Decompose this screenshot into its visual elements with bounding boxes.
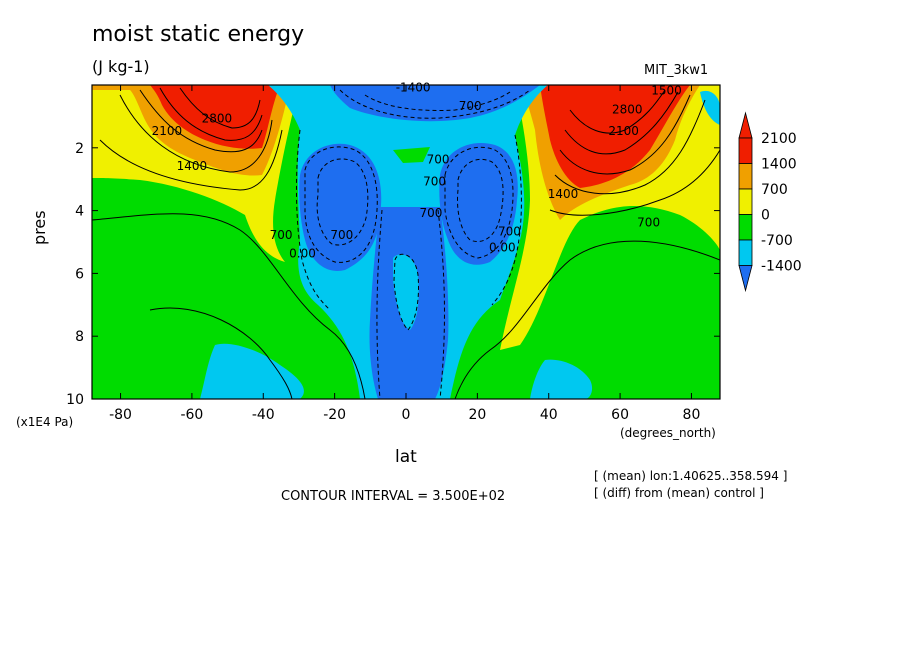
colorbar-box	[738, 214, 753, 241]
colorbar-label: 2100	[761, 131, 797, 147]
contour-line	[564, 91, 679, 155]
dashed-contour	[444, 146, 514, 259]
colorbar-label: -700	[761, 233, 793, 249]
fill-lightblue-spot-topright	[700, 90, 720, 125]
dashed-contour	[393, 253, 419, 331]
contour-line	[119, 94, 273, 173]
contour-label: 2800	[612, 102, 643, 116]
contour-label: 1400	[548, 187, 579, 201]
fill-red-right	[540, 85, 690, 188]
contour-line	[454, 240, 720, 399]
colorbar-box	[738, 137, 753, 164]
x-tick-label: -80	[109, 407, 132, 423]
x-tick-label: 60	[611, 407, 629, 423]
contour-interval: CONTOUR INTERVAL = 3.500E+02	[281, 489, 506, 504]
chart-title: moist static energy	[92, 22, 305, 47]
dashed-contour	[376, 209, 383, 399]
contour-label: 700	[330, 228, 353, 242]
dashed-contour	[295, 129, 331, 311]
contour-label: 700	[420, 206, 443, 220]
dashed-contour	[364, 91, 511, 111]
contour-line	[179, 87, 261, 129]
contour-line	[149, 307, 293, 399]
fill-blue-left-cell	[299, 143, 382, 271]
colorbar-label: 700	[761, 182, 788, 198]
diff-note: [ (diff) from (mean) control ]	[594, 486, 764, 500]
dataset-label: MIT_3kw1	[644, 63, 709, 78]
contour-line	[159, 87, 263, 141]
colorbar-box	[738, 163, 753, 190]
x-axis-units: (degrees_north)	[620, 426, 716, 440]
x-tick-label: -60	[180, 407, 203, 423]
contour-lines	[92, 87, 720, 399]
dashed-contour	[437, 209, 445, 399]
mean-note: [ (mean) lon:1.40625..358.594 ]	[594, 469, 788, 483]
dashed-contour-lines	[295, 89, 531, 399]
x-tick-label: 40	[540, 407, 558, 423]
x-tick-label: -20	[323, 407, 346, 423]
chart-units: (J kg-1)	[92, 57, 150, 76]
colorbar-label: -1400	[761, 259, 802, 275]
contour-label: 2800	[202, 112, 233, 126]
y-axis-units: (x1E4 Pa)	[16, 415, 74, 429]
y-tick-label: 6	[75, 266, 84, 282]
y-tick-label: 4	[75, 204, 84, 220]
contour-label: 0.00	[289, 247, 316, 261]
contour-label: 700	[270, 228, 293, 242]
contour-label: 1500	[651, 83, 682, 97]
contour-label: 700	[423, 174, 446, 188]
fill-blue-column-bottom	[393, 357, 419, 399]
colorbar-box	[738, 239, 753, 266]
contour-label: 2100	[152, 124, 183, 138]
dashed-contour	[339, 89, 531, 119]
contour-line	[559, 94, 691, 175]
dashed-contour	[316, 158, 369, 246]
colorbar-box	[738, 188, 753, 215]
x-tick-label: 0	[402, 407, 411, 423]
y-tick-label: 8	[75, 329, 84, 345]
fill-blue-right-cell	[439, 143, 518, 265]
colorbar: 2100 1400 700 0 -700 -1400	[738, 111, 802, 293]
y-axis: 2 4 6 8 10	[66, 141, 720, 408]
contour-label: 700	[637, 215, 660, 229]
x-tick-label: 20	[468, 407, 486, 423]
contour-line	[569, 89, 666, 134]
fill-lightblue-column-lower	[393, 254, 419, 330]
contour-label: 700	[427, 153, 450, 167]
x-axis: -80 -60 -40 -20 0 20 40 60 80	[109, 85, 700, 423]
contour-line	[139, 89, 263, 153]
contour-label: 700	[498, 225, 521, 239]
contour-line	[99, 129, 283, 191]
colorbar-label: 0	[761, 208, 770, 224]
fill-green-upper	[393, 147, 430, 163]
contour-label: 700	[459, 99, 482, 113]
fill-lightblue-spot-right	[530, 359, 593, 399]
contour-label: 2100	[608, 124, 639, 138]
contour-label: 1400	[177, 159, 208, 173]
x-tick-label: -40	[252, 407, 275, 423]
dashed-contour	[304, 146, 378, 263]
filled-contours	[92, 85, 720, 399]
contour-line	[549, 149, 720, 216]
x-axis-label: lat	[395, 447, 417, 467]
contour-line	[92, 213, 366, 399]
contour-label: -1400	[396, 80, 431, 94]
contour-label: 0.00	[489, 240, 516, 254]
x-tick-label: 80	[683, 407, 701, 423]
colorbar-extend-top	[738, 111, 753, 139]
y-tick-label: 2	[75, 141, 84, 157]
contour-line	[554, 99, 706, 195]
y-tick-label: 10	[66, 392, 84, 408]
colorbar-label: 1400	[761, 157, 797, 173]
fill-blue-top	[330, 85, 540, 122]
fill-red-left	[150, 85, 280, 149]
dashed-contour	[491, 134, 522, 306]
fill-lightblue-spot-left	[200, 343, 304, 399]
colorbar-extend-bottom	[738, 265, 753, 293]
